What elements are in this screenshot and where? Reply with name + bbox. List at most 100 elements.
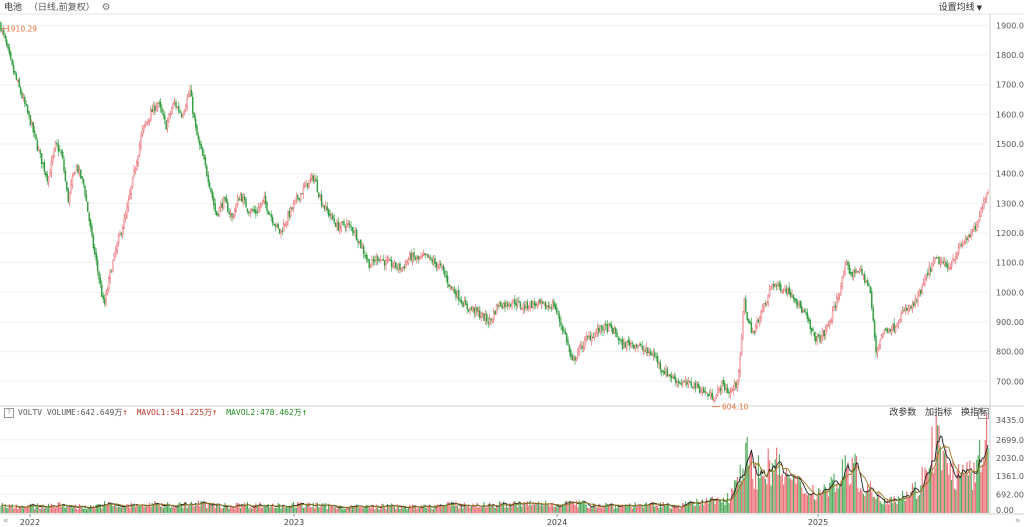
volume-bar: [651, 501, 653, 513]
candle-body: [7, 43, 9, 49]
candle-body: [215, 210, 218, 216]
volume-bar: [193, 506, 195, 513]
volume-bar: [524, 502, 526, 513]
volume-bar: [42, 504, 44, 513]
volume-bar: [491, 506, 493, 513]
candle-body: [505, 301, 508, 307]
candle-body: [425, 254, 428, 256]
volume-bar: [356, 504, 358, 513]
volume-bar: [966, 461, 968, 513]
volume-bar: [903, 497, 905, 513]
volume-bar: [658, 507, 660, 513]
volume-bar: [377, 506, 379, 513]
volume-bar: [759, 478, 761, 513]
candle-body: [278, 228, 281, 234]
candle-body: [12, 65, 15, 73]
candle-body: [945, 262, 947, 267]
volume-bar: [741, 480, 743, 513]
volume-bar: [260, 508, 262, 513]
double-chevron-left-icon[interactable]: «: [3, 516, 9, 526]
candle-body: [63, 158, 65, 172]
candle-body: [266, 202, 268, 211]
candle-body: [406, 261, 408, 263]
candle-body: [96, 260, 99, 271]
volume-bar: [84, 506, 86, 513]
volume-bar: [482, 507, 484, 513]
candle-body: [162, 113, 165, 116]
candle-body: [225, 197, 228, 204]
gear-icon[interactable]: ⚙: [101, 2, 111, 13]
candle-body: [392, 266, 394, 268]
question-icon[interactable]: ?: [4, 407, 14, 418]
candle-body: [976, 224, 978, 231]
candle-body: [138, 144, 141, 155]
volume-bar: [162, 507, 164, 513]
candle-body: [770, 286, 772, 290]
ma-settings-dropdown[interactable]: 设置均线 ▼: [939, 1, 982, 15]
candle-body: [528, 306, 530, 310]
volume-bar: [587, 507, 589, 513]
candle-body: [717, 389, 719, 396]
switch-indicator-button[interactable]: 换指标: [960, 408, 988, 418]
candle-body: [502, 302, 505, 309]
candle-body: [924, 279, 926, 285]
volume-bar: [477, 507, 479, 513]
candle-body: [11, 59, 13, 65]
volume-bar: [725, 499, 727, 513]
edit-params-button[interactable]: 改参数: [889, 408, 917, 418]
volume-bar: [372, 505, 374, 513]
volume-bar: [517, 507, 519, 513]
candle-body: [644, 350, 646, 352]
volume-bar: [385, 509, 387, 513]
volume-bar: [815, 500, 817, 513]
candle-body: [60, 151, 62, 154]
volume-bar: [399, 509, 401, 513]
volume-bar: [462, 508, 464, 513]
volume-bar: [864, 496, 866, 513]
volume-bar: [365, 505, 367, 513]
candle-body: [868, 284, 870, 287]
candle-body: [207, 174, 209, 183]
candle-body: [102, 295, 104, 300]
candle-body: [575, 357, 578, 361]
volume-bar: [398, 505, 400, 513]
volume-bar: [657, 505, 659, 513]
volume-bar: [263, 504, 265, 513]
candle-body: [238, 198, 240, 201]
volume-bar: [0, 507, 2, 513]
double-chevron-right-icon[interactable]: »: [1015, 516, 1021, 526]
candle-body: [98, 271, 100, 280]
volume-bar: [91, 509, 93, 513]
volume-bar: [500, 502, 502, 513]
add-indicator-button[interactable]: 加指标: [925, 408, 953, 418]
candle-body: [285, 221, 288, 226]
volume-bar: [637, 504, 639, 513]
volume-bar: [960, 472, 962, 513]
candle-body: [901, 310, 904, 314]
candle-body: [43, 162, 46, 172]
candle-body: [309, 178, 312, 181]
candle-body: [621, 339, 624, 350]
candle-body: [367, 258, 369, 261]
volume-bar: [276, 508, 278, 513]
candle-body: [722, 380, 725, 385]
candle-body: [487, 321, 489, 324]
volume-bar: [31, 504, 33, 513]
volume-bar: [364, 507, 366, 513]
candle-body: [619, 339, 621, 341]
candle-body: [74, 171, 76, 175]
candle-body: [799, 301, 802, 308]
volume-bar: [60, 506, 62, 513]
candle-body: [539, 299, 541, 304]
candle-body: [560, 321, 562, 326]
candle-body: [136, 161, 138, 170]
volume-bar: [561, 503, 563, 513]
volume-bar: [669, 508, 671, 513]
volume-bar: [573, 501, 575, 513]
candle-body: [749, 321, 751, 324]
candle-body: [848, 265, 851, 274]
volume-bar: [533, 504, 535, 513]
close-icon[interactable]: ✕: [978, 408, 989, 419]
candle-body: [605, 324, 607, 326]
